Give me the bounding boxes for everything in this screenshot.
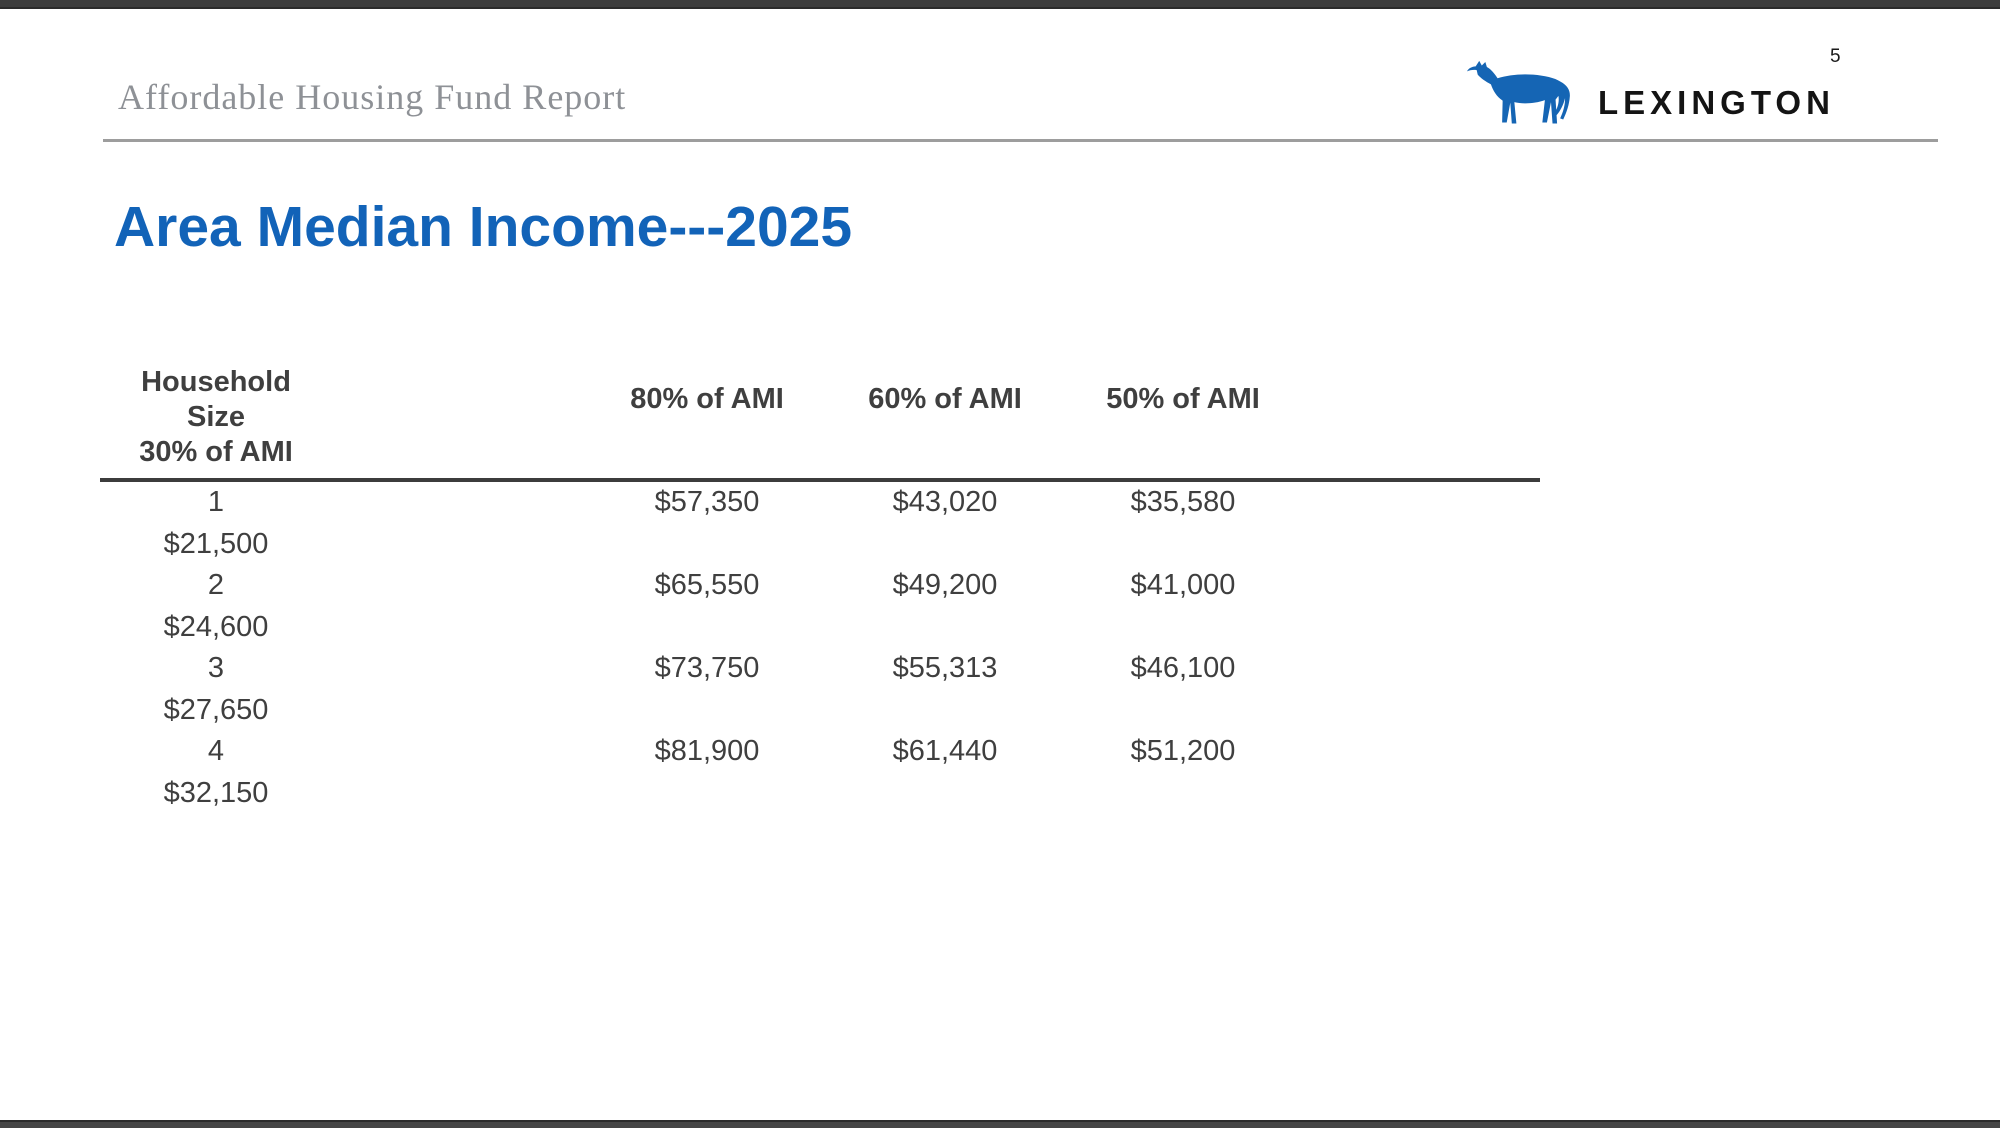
- household-size-cell: 3: [207, 652, 225, 685]
- column-header-80pct: 80% of AMI: [630, 383, 784, 416]
- ami-30-cell: $27,650: [163, 693, 269, 726]
- ami-60-cell: $61,440: [892, 735, 998, 768]
- household-header-line2: Size: [186, 400, 246, 433]
- ami-60-cell: $49,200: [892, 569, 998, 602]
- header-divider: [103, 139, 1938, 142]
- household-size-cell: 2: [207, 569, 225, 602]
- ami-80-cell: $57,350: [654, 486, 760, 519]
- ami-30-cell: $32,150: [163, 776, 269, 809]
- column-header-household-size: Household Size: [100, 365, 332, 435]
- ami-30-cell: $21,500: [163, 527, 269, 560]
- ami-60-cell: $55,313: [892, 652, 998, 685]
- ami-table: Household Size 80% of AMI 60% of AMI 50%…: [100, 365, 1540, 814]
- household-size-cell: 4: [207, 735, 225, 768]
- page-number: 5: [1830, 46, 1841, 67]
- ami-80-cell: $73,750: [654, 652, 760, 685]
- household-size-cell: 1: [207, 486, 225, 519]
- ami-50-cell: $41,000: [1130, 569, 1236, 602]
- table-row: 3 $73,750 $55,313 $46,100 $27,650: [100, 648, 1540, 731]
- table-header-row: Household Size 80% of AMI 60% of AMI 50%…: [100, 365, 1540, 468]
- column-header-30pct: 30% of AMI: [139, 435, 293, 468]
- ami-60-cell: $43,020: [892, 486, 998, 519]
- table-header-rule: [100, 478, 1540, 482]
- page-title: Area Median Income---2025: [114, 195, 853, 259]
- ami-50-cell: $51,200: [1130, 735, 1236, 768]
- household-header-line1: Household: [141, 366, 291, 398]
- column-header-50pct: 50% of AMI: [1106, 383, 1260, 416]
- horse-icon: [1467, 60, 1570, 124]
- bottom-border-bar: [0, 1120, 2000, 1128]
- brand-name: LEXINGTON: [1598, 84, 1835, 121]
- table-row: 4 $81,900 $61,440 $51,200 $32,150: [100, 731, 1540, 814]
- column-header-60pct: 60% of AMI: [868, 383, 1022, 416]
- ami-50-cell: $35,580: [1130, 486, 1236, 519]
- report-title: Affordable Housing Fund Report: [118, 77, 627, 117]
- ami-30-cell: $24,600: [163, 610, 269, 643]
- ami-80-cell: $81,900: [654, 735, 760, 768]
- ami-50-cell: $46,100: [1130, 652, 1236, 685]
- table-body: 1 $57,350 $43,020 $35,580 $21,500 2 $65,…: [100, 482, 1540, 814]
- top-border-bar: [0, 0, 2000, 9]
- table-row: 2 $65,550 $49,200 $41,000 $24,600: [100, 565, 1540, 648]
- ami-80-cell: $65,550: [654, 569, 760, 602]
- table-row: 1 $57,350 $43,020 $35,580 $21,500: [100, 482, 1540, 565]
